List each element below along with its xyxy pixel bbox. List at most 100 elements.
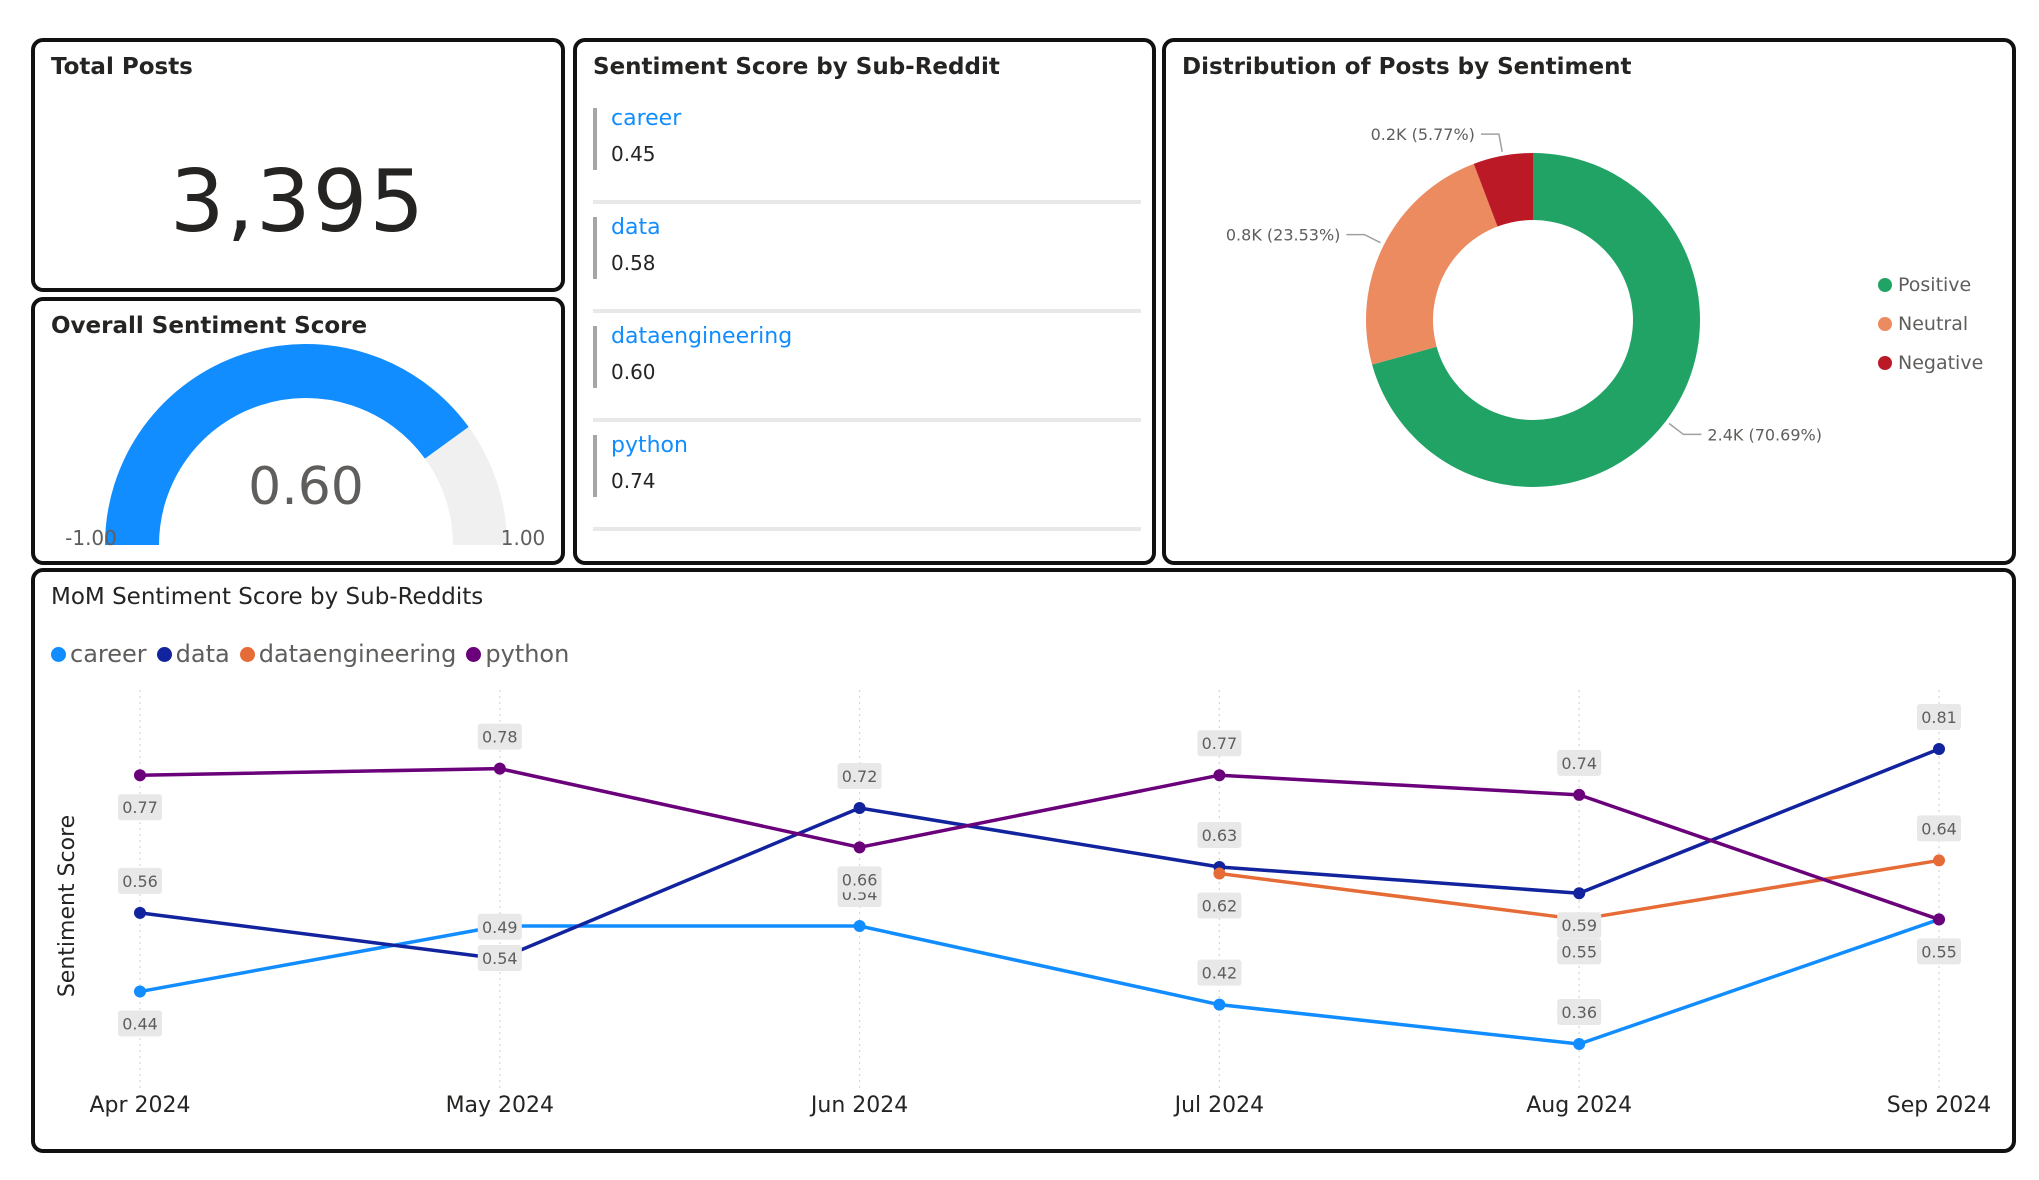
data-label-bg xyxy=(1917,938,1961,965)
data-label-bg xyxy=(1557,749,1602,776)
line-chart-title: MoM Sentiment Score by Sub-Reddits xyxy=(51,584,484,610)
data-label-dataengineering: 0.55 xyxy=(1561,942,1597,961)
data-point-python[interactable] xyxy=(853,841,866,854)
divider xyxy=(593,200,1141,204)
subreddit-name: dataengineering xyxy=(611,324,793,349)
data-label-bg xyxy=(1197,730,1242,757)
donut-data-label: 2.4K (70.69%) xyxy=(1707,425,1822,444)
data-label-bg xyxy=(118,794,162,821)
subreddit-item-career: career 0.45 xyxy=(593,100,1141,209)
subreddit-item-python: python 0.74 xyxy=(593,427,1141,536)
line-legend: career data dataengineering python xyxy=(51,640,569,668)
subreddit-card-title: Sentiment Score by Sub-Reddit xyxy=(593,54,1000,80)
x-tick-label: Sep 2024 xyxy=(1887,1093,1991,1118)
mom-sentiment-card: MoM Sentiment Score by Sub-Reddits caree… xyxy=(31,568,2016,1153)
legend-item-neutral[interactable]: Neutral xyxy=(1878,313,1968,335)
gauge-max-label: 1.00 xyxy=(501,526,546,550)
legend-label: Positive xyxy=(1898,274,1972,296)
data-point-python[interactable] xyxy=(1573,788,1586,801)
subreddit-score: 0.74 xyxy=(611,469,656,493)
data-point-python[interactable] xyxy=(134,769,146,782)
gauge-fill xyxy=(105,344,469,546)
divider xyxy=(593,418,1141,422)
series-line-career[interactable] xyxy=(139,917,1940,1046)
legend-item-positive[interactable]: Positive xyxy=(1878,274,1971,296)
data-label-career: 0.36 xyxy=(1561,1003,1597,1022)
legend-marker xyxy=(1878,356,1892,370)
subreddit-name: python xyxy=(611,433,688,458)
data-label-data: 0.59 xyxy=(1561,916,1597,935)
data-label-career: 0.42 xyxy=(1202,964,1238,983)
x-tick-label: Apr 2024 xyxy=(89,1093,190,1118)
data-label-bg xyxy=(118,1010,162,1037)
data-label-bg xyxy=(118,867,162,894)
gauge-min-label: -1.00 xyxy=(65,526,117,550)
data-point-dataengineering[interactable] xyxy=(1213,867,1226,880)
data-point-data[interactable] xyxy=(1933,742,1945,755)
subreddit-score: 0.58 xyxy=(611,251,656,275)
subreddit-list: career 0.45 data 0.58 dataengineering 0.… xyxy=(593,100,1141,536)
gauge-value-label: 0.60 xyxy=(248,457,364,517)
data-label-dataengineering: 0.64 xyxy=(1921,819,1957,838)
total-posts-title: Total Posts xyxy=(51,54,193,80)
x-tick-label: May 2024 xyxy=(446,1093,554,1118)
data-label-bg xyxy=(1557,938,1602,965)
data-point-career[interactable] xyxy=(853,919,866,932)
x-tick-label: Jun 2024 xyxy=(809,1093,908,1118)
sentiment-distribution-card: Distribution of Posts by Sentiment 2.4K … xyxy=(1162,38,2016,565)
data-label-python: 0.55 xyxy=(1921,942,1957,961)
legend-marker xyxy=(51,646,66,662)
data-point-career[interactable] xyxy=(1213,998,1226,1011)
data-point-data[interactable] xyxy=(853,801,866,814)
legend-item-dataengineering[interactable]: dataengineering xyxy=(239,640,457,668)
leader-line xyxy=(1668,422,1702,436)
data-label-bg xyxy=(1197,959,1242,986)
data-point-dataengineering[interactable] xyxy=(1933,854,1945,867)
data-point-data[interactable] xyxy=(1573,887,1586,900)
data-label-career: 0.54 xyxy=(482,949,518,968)
data-point-python[interactable] xyxy=(1213,769,1226,782)
legend-marker xyxy=(239,646,255,662)
data-label-bg xyxy=(1917,703,1961,730)
series-line-data[interactable] xyxy=(139,747,1940,961)
data-label-python: 0.66 xyxy=(842,870,878,889)
data-label-data: 0.49 xyxy=(482,918,518,937)
legend-label: Neutral xyxy=(1898,313,1969,335)
data-label-bg xyxy=(1197,892,1242,919)
data-label-python: 0.77 xyxy=(1202,734,1238,753)
legend-label: dataengineering xyxy=(258,640,457,668)
legend-item-data[interactable]: data xyxy=(156,640,230,668)
donut-title: Distribution of Posts by Sentiment xyxy=(1182,54,1632,80)
donut-slice-negative[interactable] xyxy=(1473,153,1533,227)
data-point-career[interactable] xyxy=(1573,1038,1586,1050)
subreddit-item-data: data 0.58 xyxy=(593,209,1141,318)
total-posts-value: 3,395 xyxy=(169,152,427,252)
y-axis-label: Sentiment Score xyxy=(55,815,80,997)
data-label-data: 0.72 xyxy=(842,767,878,786)
legend-item-career[interactable]: career xyxy=(51,640,147,668)
subreddit-item-dataengineering: dataengineering 0.60 xyxy=(593,318,1141,427)
gauge-title: Overall Sentiment Score xyxy=(51,313,368,339)
data-label-bg xyxy=(1917,815,1961,842)
legend-item-python[interactable]: python xyxy=(466,640,569,668)
line-chart: Sentiment Score Apr 2024 May 2024 Jun 2024… xyxy=(55,690,1991,1118)
subreddit-name: career xyxy=(611,106,682,131)
series-line-python[interactable] xyxy=(139,766,1940,922)
donut-slice-neutral[interactable] xyxy=(1366,163,1498,365)
sentiment-gauge-card: Overall Sentiment Score 0.60 -1.00 1.00 xyxy=(31,297,565,565)
divider xyxy=(593,309,1141,313)
subreddit-score: 0.60 xyxy=(611,360,656,384)
legend-item-negative[interactable]: Negative xyxy=(1878,352,1983,374)
data-label-bg xyxy=(1557,912,1602,939)
total-posts-card: Total Posts 3,395 xyxy=(31,38,565,292)
data-point-data[interactable] xyxy=(134,906,146,919)
data-label-bg xyxy=(477,944,522,971)
legend-marker xyxy=(156,646,172,662)
donut-slice-positive[interactable] xyxy=(1372,153,1700,487)
data-label-python: 0.78 xyxy=(482,728,518,747)
data-point-python[interactable] xyxy=(1933,913,1945,926)
data-label-career: 0.44 xyxy=(122,1015,158,1034)
donut-data-label: 0.2K (5.77%) xyxy=(1371,125,1475,144)
data-point-python[interactable] xyxy=(493,762,506,775)
data-point-career[interactable] xyxy=(134,985,146,998)
